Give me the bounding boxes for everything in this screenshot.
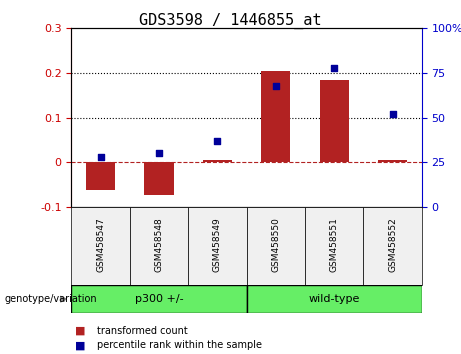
Bar <box>188 207 247 285</box>
Bar <box>363 207 422 285</box>
Bar <box>305 207 363 285</box>
Text: ■: ■ <box>76 340 86 350</box>
Text: GSM458550: GSM458550 <box>272 217 280 272</box>
Bar <box>247 207 305 285</box>
Point <box>214 138 221 144</box>
Text: GSM458551: GSM458551 <box>330 217 339 272</box>
Text: genotype/variation: genotype/variation <box>5 294 97 304</box>
Point <box>155 150 163 156</box>
Point <box>331 65 338 70</box>
Text: GSM458548: GSM458548 <box>154 217 164 272</box>
Point <box>97 154 104 160</box>
Bar <box>203 160 232 162</box>
Text: GSM458549: GSM458549 <box>213 217 222 272</box>
Bar <box>378 160 407 162</box>
Text: transformed count: transformed count <box>97 326 188 336</box>
Text: p300 +/-: p300 +/- <box>135 294 183 304</box>
Text: ■: ■ <box>76 326 86 336</box>
Bar <box>130 207 188 285</box>
Text: GSM458547: GSM458547 <box>96 217 105 272</box>
Bar <box>261 71 290 162</box>
Bar <box>247 285 422 313</box>
Bar <box>86 162 115 190</box>
Bar <box>319 80 349 162</box>
Text: GSM458552: GSM458552 <box>388 217 397 272</box>
Bar <box>144 162 174 195</box>
Point <box>272 83 279 88</box>
Text: GDS3598 / 1446855_at: GDS3598 / 1446855_at <box>139 12 322 29</box>
Text: percentile rank within the sample: percentile rank within the sample <box>97 340 262 350</box>
Bar <box>71 207 130 285</box>
Text: wild-type: wild-type <box>308 294 360 304</box>
Point <box>389 111 396 117</box>
Bar <box>71 285 247 313</box>
